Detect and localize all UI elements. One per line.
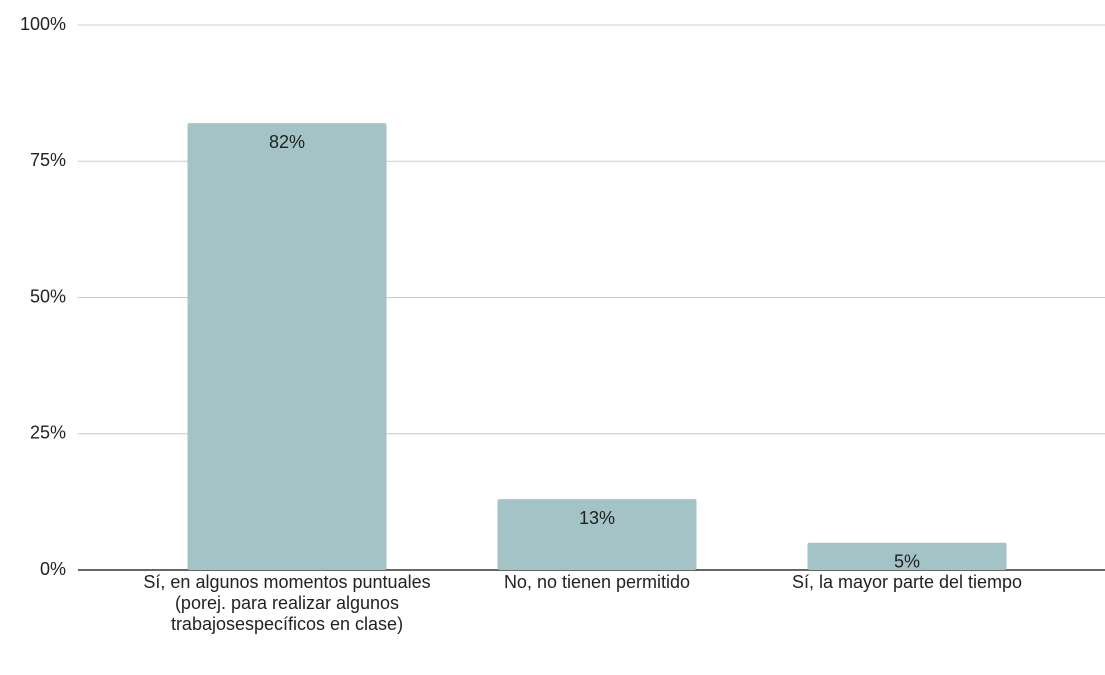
bar <box>497 499 697 570</box>
x-tick-label: No, no tienen permitido <box>503 572 691 592</box>
y-tick-label: 100% <box>20 14 66 34</box>
value-label: 5% <box>894 552 920 572</box>
bar <box>807 542 1007 570</box>
bar <box>187 123 387 570</box>
y-tick-label: 0% <box>40 559 66 579</box>
y-tick-label: 25% <box>30 423 66 443</box>
x-tick-label: Sí, la mayor parte del tiempo <box>791 572 1023 592</box>
y-tick-label: 50% <box>30 286 66 306</box>
value-label: 13% <box>579 508 615 528</box>
x-tick-label: Sí, en algunos momentos puntuales (porej… <box>143 572 431 634</box>
y-tick-label: 75% <box>30 150 66 170</box>
value-label: 82% <box>269 132 305 152</box>
